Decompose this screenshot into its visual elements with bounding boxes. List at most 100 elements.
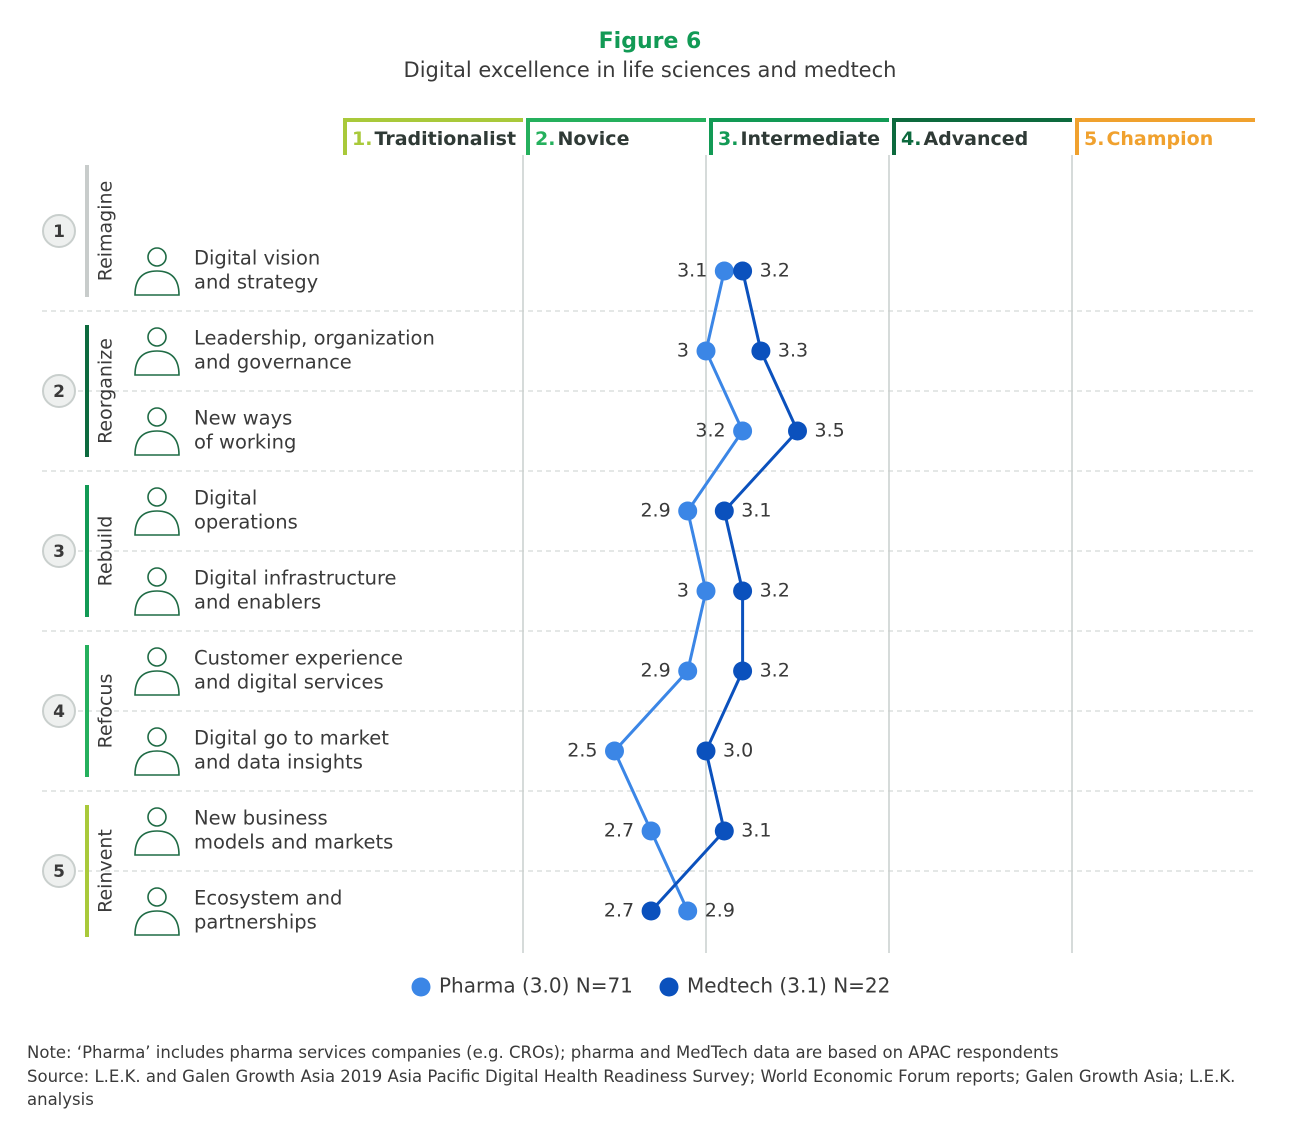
row-icon [147,487,167,507]
value-label: 3.2 [760,580,790,602]
dot [733,421,753,441]
stage-name: Champion [1106,128,1213,150]
dot [714,261,734,281]
value-label: 2.9 [705,900,735,922]
dot [605,741,624,761]
dot [733,261,753,281]
row-icon [134,910,180,936]
value-label: 3.2 [760,660,790,682]
row-icon [134,430,180,456]
row-label: operations [194,511,298,534]
stage-name: Traditionalist [374,128,516,150]
stage-number: 4. [901,128,921,150]
legend-marker [411,977,431,997]
group-name: Rebuild [95,516,117,587]
dot [678,501,698,521]
dot [678,901,698,921]
group-name: Refocus [95,674,117,749]
value-label: 3 [677,340,689,362]
dot [696,341,716,361]
row-label: and enablers [194,591,321,614]
row-icon [134,270,180,296]
group-badge [42,854,76,888]
footer: Note: ‘Pharma’ includes pharma services … [27,1041,1257,1112]
group-badge [42,694,76,728]
dot [641,901,661,921]
row-icon [147,327,167,347]
stage-label: 4. Advanced [901,128,1028,150]
note: Note: ‘Pharma’ includes pharma services … [27,1043,1059,1062]
stage-number: 5. [1084,128,1104,150]
dot [751,341,771,361]
row-label: and governance [194,351,352,374]
group-badge [42,374,76,408]
row-label: Digital go to market [194,727,389,750]
stage-label: 3. Intermediate [718,128,880,150]
dot [641,821,661,841]
stage-label: 2. Novice [535,128,629,150]
row-icon [134,670,180,696]
value-label: 2.7 [604,900,634,922]
row-icon [134,510,180,536]
value-label: 2.9 [640,500,670,522]
row-label: and strategy [194,271,318,294]
row-label: Digital [194,487,257,510]
group-name: Reinvent [95,829,117,913]
row-label: and digital services [194,671,384,694]
value-label: 3.5 [815,420,845,442]
row-icon [134,350,180,376]
legend-marker [659,977,679,997]
stage-name: Intermediate [740,128,880,150]
group-number: 2 [53,382,65,402]
dot [733,581,753,601]
row-icon [147,887,167,907]
group-badge [42,214,76,248]
value-label: 3.0 [723,740,753,762]
row-label: Customer experience [194,647,403,670]
row-icon [147,647,167,667]
row-label: Digital infrastructure [194,567,397,590]
dot [696,741,716,761]
row-icon [147,247,167,267]
row-icon [134,830,180,856]
row-icon [147,567,167,587]
value-label: 3.2 [695,420,725,442]
stage-number: 3. [718,128,738,150]
dot [733,661,753,681]
value-label: 3.2 [760,260,790,282]
value-label: 2.5 [567,740,597,762]
value-label: 3 [677,580,689,602]
source: Source: L.E.K. and Galen Growth Asia 201… [27,1066,1236,1110]
row-icon [134,590,180,616]
row-label: models and markets [194,831,393,854]
dot [696,581,716,601]
value-label: 2.9 [640,660,670,682]
row-label: Leadership, organization [194,327,435,350]
stage-label: 5. Champion [1084,128,1213,150]
group-number: 4 [53,702,65,722]
row-icon [134,750,180,776]
row-label: and data insights [194,751,363,774]
legend-label: Pharma (3.0) N=71 [439,974,633,998]
chart-title: Figure 6 [599,29,702,54]
group-number: 3 [53,542,65,562]
value-label: 2.7 [604,820,634,842]
group-badge [42,534,76,568]
group-number: 1 [53,222,65,242]
group-number: 5 [53,862,65,882]
dot [714,821,734,841]
value-label: 3.1 [677,260,707,282]
stage-label: 1. Traditionalist [352,128,516,150]
group-name: Reorganize [95,338,117,444]
stage-number: 1. [352,128,372,150]
stage-name: Advanced [923,128,1028,150]
value-label: 3.1 [741,820,771,842]
value-label: 3.1 [741,500,771,522]
dot [678,661,698,681]
row-label: Ecosystem and [194,887,342,910]
row-label: New business [194,807,328,830]
row-icon [147,807,167,827]
stage-name: Novice [557,128,629,150]
row-icon [147,727,167,747]
